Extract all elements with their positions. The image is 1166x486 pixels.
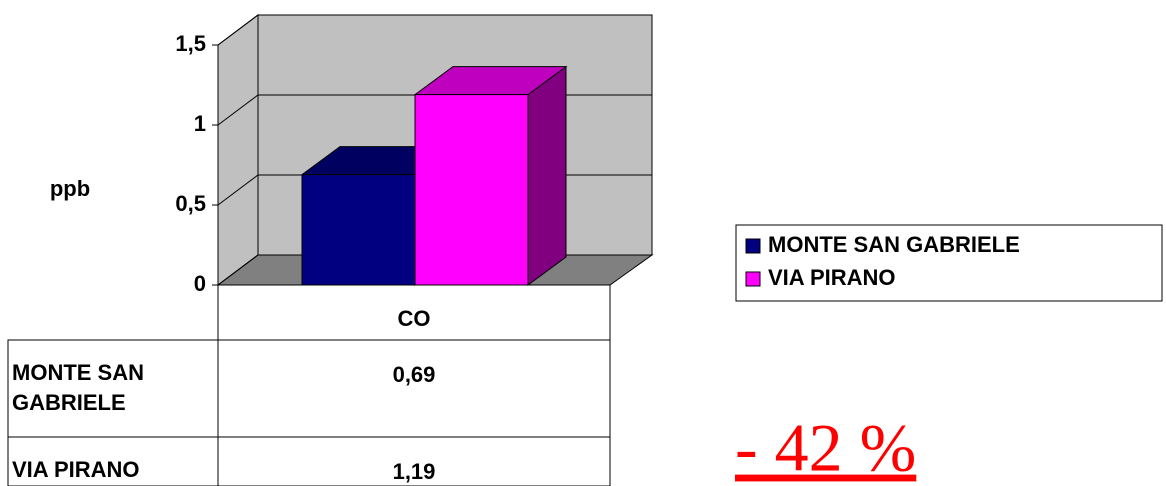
- legend-swatch: [745, 271, 761, 287]
- y-tick-label: 1: [194, 111, 206, 136]
- bar: [301, 174, 416, 286]
- y-tick-label: 0: [194, 271, 206, 296]
- legend-label: MONTE SAN GABRIELE: [768, 232, 1020, 257]
- annotation: - 42 %: [735, 410, 916, 486]
- legend-swatch: [745, 238, 761, 254]
- grid-line: [217, 14, 652, 46]
- table-row-label: VIA PIRANO: [12, 457, 140, 482]
- table-value: 0,69: [393, 362, 436, 387]
- table-header: CO: [398, 306, 431, 331]
- table-value-cell: [217, 436, 611, 486]
- y-tick-label: 1,5: [175, 31, 206, 56]
- legend-box: [735, 224, 1163, 302]
- side-wall: [217, 14, 259, 286]
- legend-label: VIA PIRANO: [768, 265, 896, 290]
- bar: [414, 94, 529, 286]
- y-axis-label: ppb: [50, 176, 90, 201]
- table-value: 1,19: [393, 459, 436, 484]
- bar-side: [527, 65, 567, 286]
- table-value-cell: [217, 339, 611, 438]
- y-tick-label: 0,5: [175, 191, 206, 216]
- table-row-label: MONTE SAN GABRIELE: [12, 360, 144, 415]
